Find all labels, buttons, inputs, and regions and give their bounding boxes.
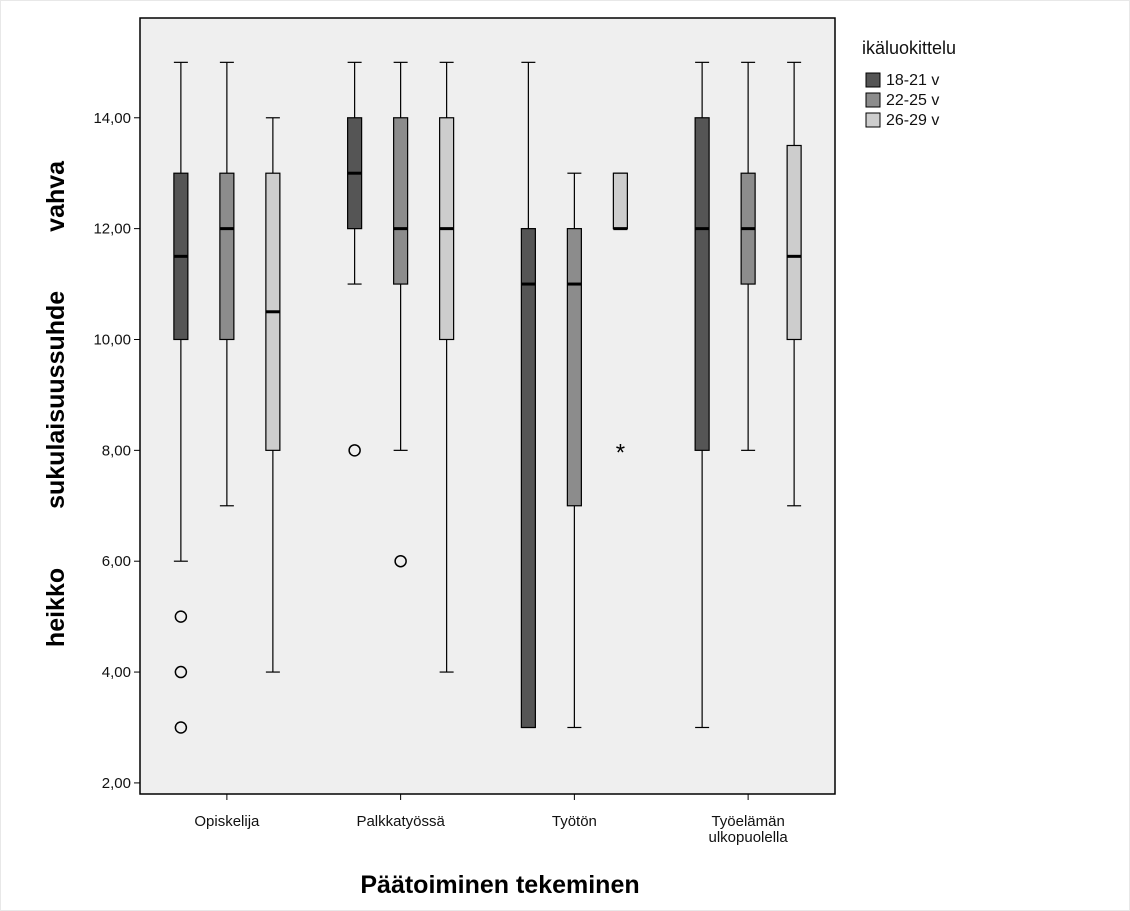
x-tick-label-line: Työtön [552, 813, 597, 830]
legend-swatch [865, 72, 881, 88]
outlier-point [394, 554, 407, 568]
box-group [265, 117, 281, 673]
x-tick-label: Työtön [552, 813, 597, 830]
y-tick-label: 12,00 [93, 221, 131, 238]
outlier-point [174, 610, 188, 623]
box [612, 172, 628, 230]
y-axis-title: heikko sukulaisuussuhde vahva [42, 160, 70, 647]
box [520, 228, 536, 729]
box [694, 117, 710, 451]
x-tick-label: Opiskelija [194, 813, 260, 830]
y-tick-label: 8,00 [102, 442, 131, 459]
outlier-point [174, 665, 188, 679]
y-tick-label: 14,00 [93, 110, 131, 127]
legend-entry: 22-25 v [886, 92, 939, 109]
box [393, 117, 409, 285]
extreme-point: * [616, 439, 625, 466]
box-group [740, 61, 756, 451]
legend: ikäluokittelu 18-21 v 22-25 v 26-29 v [862, 38, 956, 129]
box-group [694, 61, 710, 729]
x-tick-label-line: ulkopuolella [709, 829, 789, 846]
legend-swatch [865, 92, 881, 108]
legend-swatch [865, 112, 881, 128]
box-group: * [612, 172, 628, 466]
y-tick-label: 4,00 [102, 664, 131, 681]
outlier-point [348, 444, 361, 457]
x-tick-label-line: Opiskelija [194, 813, 260, 830]
y-axis-title-middle: sukulaisuussuhde [42, 291, 70, 509]
outlier-point [174, 721, 188, 734]
boxes-layer: * [173, 61, 802, 734]
x-tick-label-line: Palkkatyössä [356, 813, 445, 830]
box-group [393, 61, 409, 568]
y-axis-title-low: heikko [42, 568, 70, 647]
x-tick-label: Työelämän ulkopuolella [709, 813, 789, 846]
legend-entry: 26-29 v [886, 112, 939, 129]
box-group [786, 61, 802, 507]
box-group [566, 172, 582, 729]
x-tick-label-line: Työelämän [711, 813, 784, 830]
plot-area [139, 17, 836, 795]
box [566, 228, 582, 507]
box-group [173, 61, 189, 734]
legend-entry: 18-21 v [886, 72, 939, 89]
x-axis-title: Päätoiminen tekeminen [360, 871, 639, 899]
x-axis-labels: Opiskelija Palkkatyössä Työtön Työelämän ulk… [194, 794, 788, 846]
box-group [520, 61, 536, 729]
y-axis-ticks: 2,00 4,00 6,00 8,00 10,00 12,00 14,00 [93, 110, 140, 792]
legend-title: ikäluokittelu [862, 38, 956, 58]
box-group [219, 61, 235, 507]
y-tick-label: 10,00 [93, 331, 131, 348]
y-tick-label: 2,00 [102, 775, 131, 792]
y-axis-title-high: vahva [42, 160, 70, 232]
y-tick-label: 6,00 [102, 553, 131, 570]
box [786, 144, 802, 341]
box-group [347, 61, 363, 457]
box [219, 172, 235, 341]
box-group [439, 61, 455, 673]
x-tick-label: Palkkatyössä [356, 813, 445, 830]
